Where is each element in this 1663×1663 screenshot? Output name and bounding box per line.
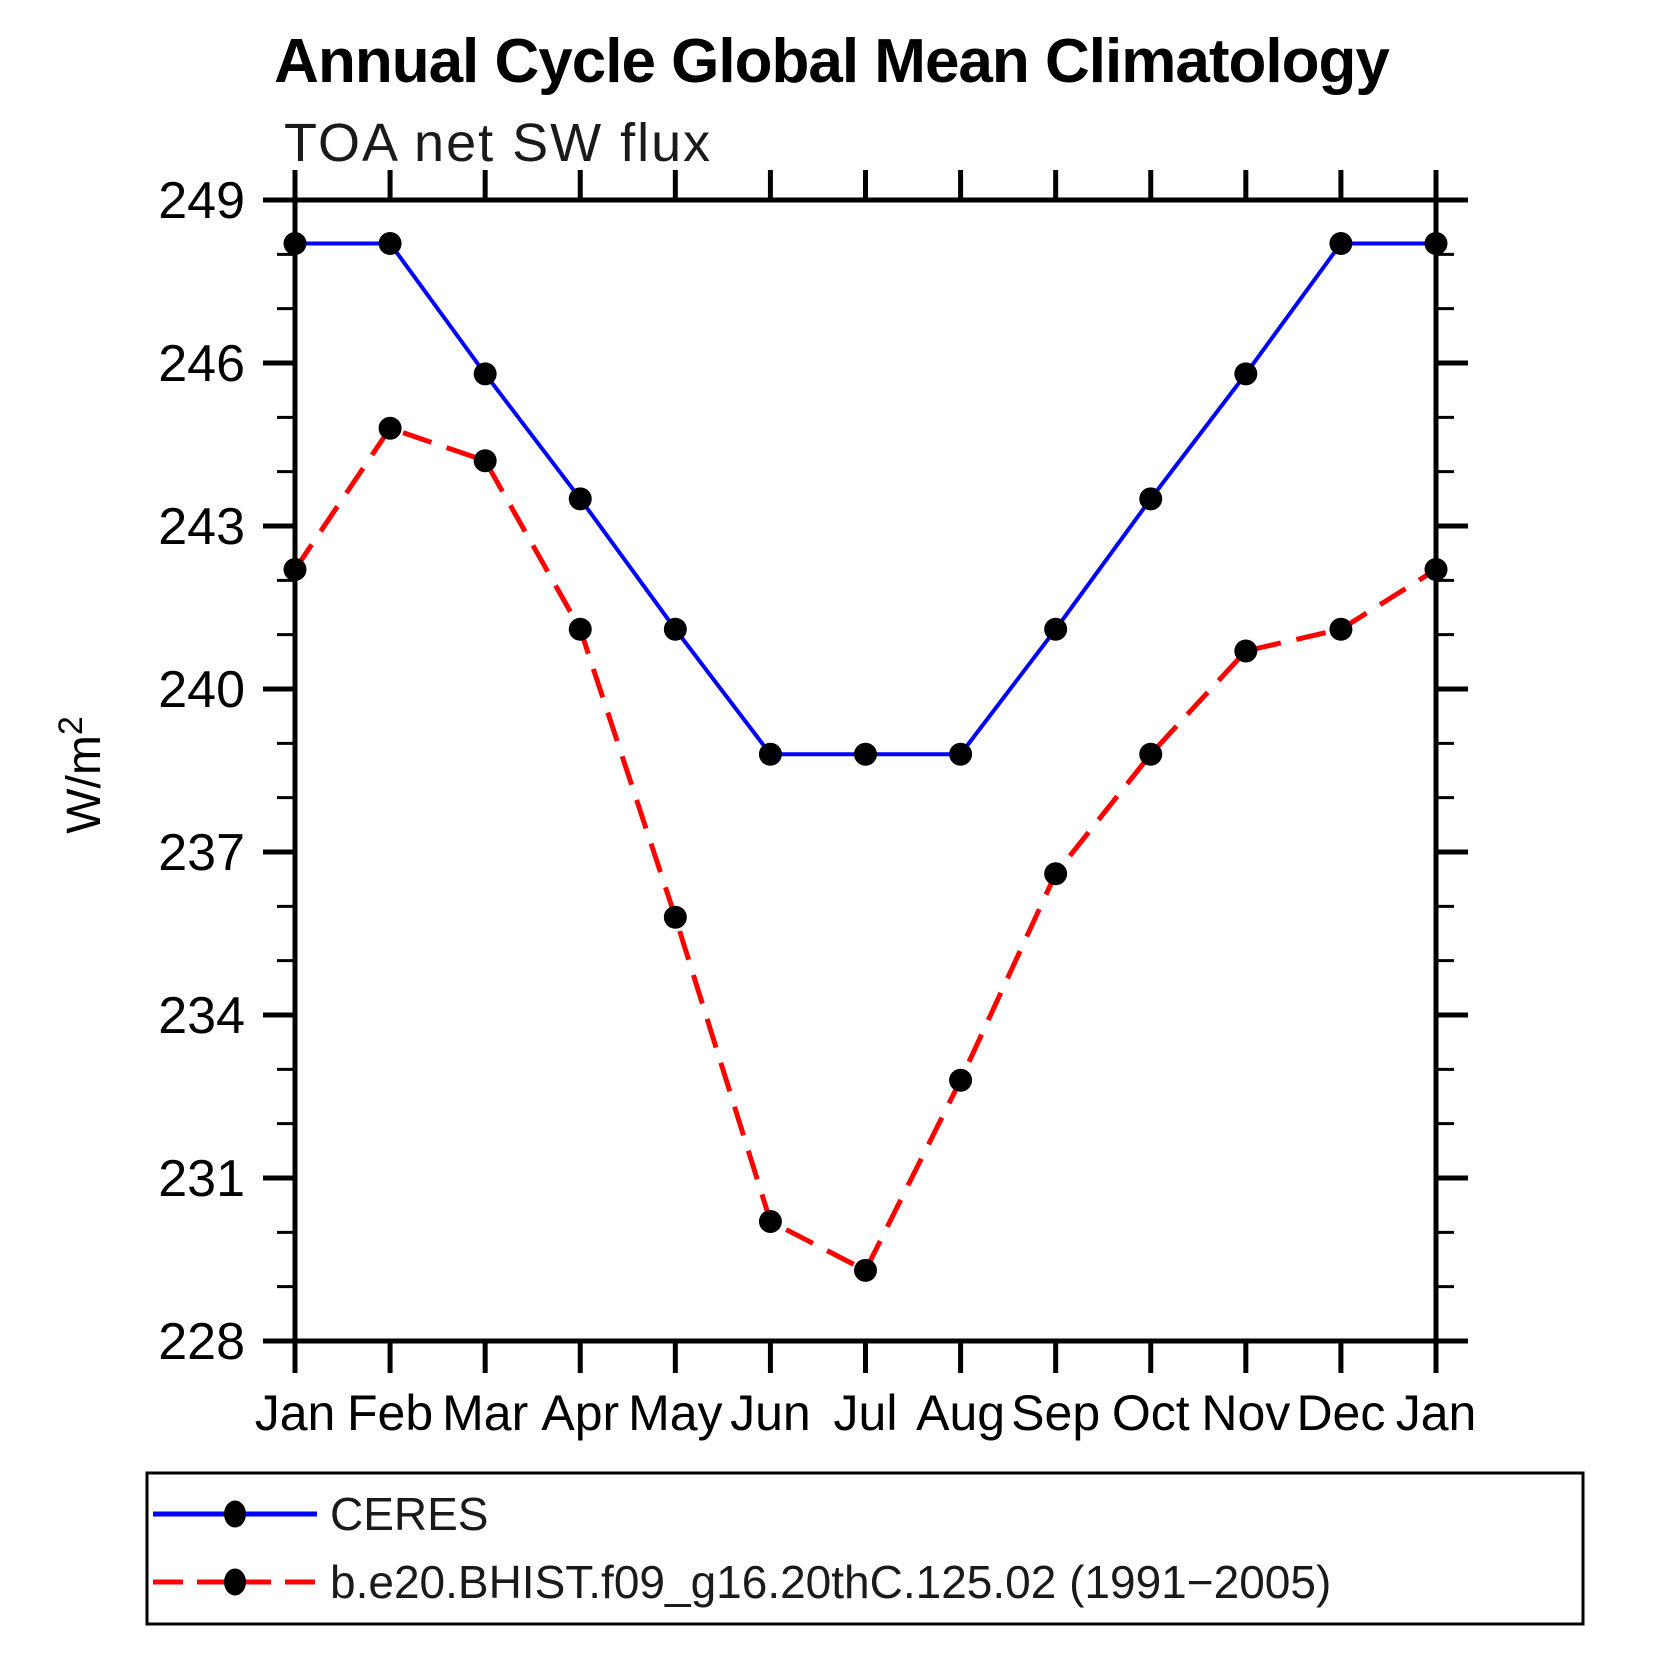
ceres-marker [1139,487,1163,511]
model-marker [1044,862,1068,886]
legend-label: CERES [330,1488,488,1540]
x-axis-month-label: Aug [916,1385,1005,1441]
model-marker [1139,742,1163,766]
x-axis-month-label: Jan [1396,1385,1477,1441]
x-axis-month-label: May [628,1385,722,1441]
ceres-marker [568,487,592,511]
ceres-marker [473,362,497,386]
x-axis-month-label: Jun [730,1385,811,1441]
y-axis-tick-label: 237 [158,824,245,882]
y-axis-tick-label: 249 [158,172,245,230]
y-axis-tick-label: 246 [158,335,245,393]
model-marker [1234,639,1258,663]
x-axis-month-label: Jul [834,1385,898,1441]
model-marker [949,1068,973,1092]
chart-title: Annual Cycle Global Mean Climatology [274,27,1390,96]
legend-marker [224,1568,246,1596]
ceres-marker [1044,617,1068,641]
y-axis-tick-label: 228 [158,1313,245,1371]
legend-box [145,1471,1585,1626]
x-axis-month-label: Jan [255,1385,336,1441]
ceres-line [295,241,1436,757]
model-marker [283,557,307,581]
model-marker [378,416,402,440]
y-axis-tick-label: 234 [158,987,245,1045]
model-marker [663,905,687,929]
ceres-marker [854,742,877,766]
ceres-marker [378,231,402,255]
chart-subtitle: TOA net SW flux [284,113,713,173]
y-axis-tick-label: 240 [158,661,245,719]
x-axis-month-label: Dec [1296,1385,1385,1441]
model-line [292,425,1438,1274]
ceres-marker [1424,231,1448,255]
ceres-marker [758,742,782,766]
x-axis-month-label: Nov [1201,1385,1290,1441]
y-axis-tick-label: 243 [158,498,245,556]
y-axis-unit-label: W/m2 [52,716,111,834]
x-axis-month-label: Mar [442,1385,528,1441]
model-marker [758,1209,782,1233]
x-axis-month-label: Apr [541,1385,619,1441]
plot-frame [292,197,1439,1344]
x-axis-month-label: Feb [347,1385,433,1441]
ceres-marker [663,617,687,641]
y-axis-tick-label: 231 [158,1150,245,1208]
model-marker [1424,557,1448,581]
ceres-marker [1329,231,1353,255]
ceres-marker [949,742,973,766]
x-axis-month-label: Sep [1011,1385,1100,1441]
ceres-marker [283,231,307,255]
legend-marker [224,1500,246,1528]
model-marker [473,449,497,473]
x-axis-month-label: Oct [1112,1385,1190,1441]
model-marker [568,617,592,641]
model-marker [854,1258,877,1282]
ceres-marker [1234,362,1258,386]
model-marker [1329,617,1353,641]
legend-label: b.e20.BHIST.f09_g16.20thC.125.02 (1991−2… [330,1556,1331,1608]
